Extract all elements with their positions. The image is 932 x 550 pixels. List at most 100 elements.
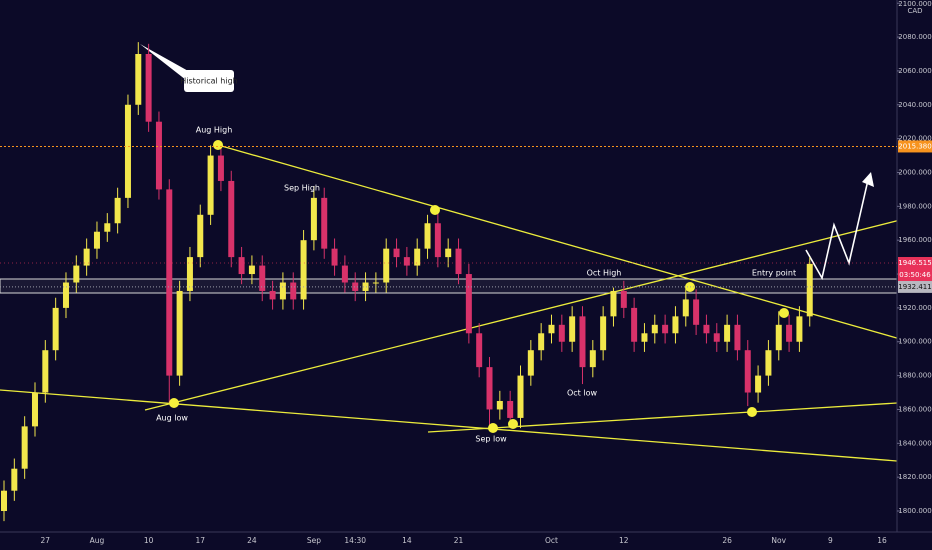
candle-body bbox=[42, 350, 49, 393]
price-tag bbox=[898, 140, 932, 153]
candles bbox=[1, 42, 813, 522]
candle-body bbox=[321, 197, 328, 249]
candle-body bbox=[186, 257, 193, 291]
candle-body bbox=[558, 324, 565, 342]
candle-body bbox=[279, 282, 286, 300]
marker bbox=[747, 407, 757, 417]
x-tick-label: 16 bbox=[877, 536, 887, 545]
candle-body bbox=[641, 333, 648, 342]
annotation: Oct High bbox=[587, 269, 622, 278]
x-tick-label: 14 bbox=[402, 536, 412, 545]
candle-body bbox=[651, 324, 658, 334]
x-tick-label: 12 bbox=[619, 536, 629, 545]
candle-body bbox=[166, 189, 173, 376]
candle-body bbox=[300, 240, 307, 300]
candle-body bbox=[538, 333, 545, 351]
y-tick-label: 1820.000 bbox=[898, 473, 931, 481]
y-tick-label: 1880.000 bbox=[898, 372, 931, 380]
marker bbox=[508, 419, 518, 429]
candle-body bbox=[52, 307, 59, 351]
x-tick-label: 27 bbox=[41, 536, 51, 545]
candle-body bbox=[362, 282, 369, 291]
candle-body bbox=[248, 265, 255, 275]
x-tick-label: 24 bbox=[247, 536, 257, 545]
candle-body bbox=[145, 53, 152, 122]
candle-body bbox=[713, 333, 720, 342]
y-tick-label: 1800.000 bbox=[898, 507, 931, 515]
candle-body bbox=[372, 282, 379, 284]
countdown-label: 03:50:46 bbox=[899, 271, 931, 279]
x-tick-label: 21 bbox=[454, 536, 464, 545]
candle-body bbox=[31, 392, 38, 427]
price-tag bbox=[898, 280, 932, 293]
zone bbox=[0, 278, 898, 294]
candle-body bbox=[424, 223, 431, 249]
candle-body bbox=[341, 265, 348, 283]
x-tick-label: Nov bbox=[771, 536, 786, 545]
marker bbox=[213, 140, 223, 150]
candle-body bbox=[104, 223, 111, 232]
candle-body bbox=[73, 265, 80, 283]
candle-body bbox=[476, 333, 483, 368]
candle-body bbox=[83, 248, 90, 266]
x-tick-label: 17 bbox=[195, 536, 205, 545]
candle-body bbox=[228, 180, 235, 258]
y-tick-label: 1980.000 bbox=[898, 202, 931, 210]
callout-pointer bbox=[140, 44, 190, 80]
candle-body bbox=[672, 316, 679, 334]
candle-body bbox=[62, 282, 69, 308]
y-tick-label: 1860.000 bbox=[898, 405, 931, 413]
annotation: Entry point bbox=[752, 269, 796, 278]
y-tick-label: 2040.000 bbox=[898, 101, 931, 109]
candle-body bbox=[662, 324, 669, 334]
y-tick-label: 1920.000 bbox=[898, 304, 931, 312]
y-tick-label: 2000.000 bbox=[898, 168, 931, 176]
candle-body bbox=[589, 350, 596, 368]
candle-body bbox=[155, 121, 162, 190]
marker bbox=[488, 423, 498, 433]
y-tick-label: 1960.000 bbox=[898, 236, 931, 244]
candle-body bbox=[610, 290, 617, 317]
candle-body bbox=[331, 248, 338, 266]
candle-body bbox=[434, 223, 441, 258]
candle-body bbox=[1, 490, 7, 512]
x-tick-label: 26 bbox=[722, 536, 732, 545]
trendline bbox=[144, 211, 932, 411]
candle-body bbox=[238, 257, 245, 275]
candle-body bbox=[11, 468, 18, 491]
y-tick-label: 2060.000 bbox=[898, 67, 931, 75]
candle-body bbox=[786, 324, 793, 342]
x-tick-label: 14:30 bbox=[344, 536, 366, 545]
candle-body bbox=[290, 282, 297, 300]
candle-body bbox=[259, 265, 266, 291]
annotation: Historical high bbox=[180, 77, 237, 86]
candle-body bbox=[775, 324, 782, 351]
candle-body bbox=[806, 263, 813, 317]
drawings bbox=[0, 44, 932, 462]
candle-body bbox=[414, 248, 421, 266]
candle-body bbox=[744, 350, 751, 393]
candle-body bbox=[796, 316, 803, 342]
x-axis-panel bbox=[0, 532, 932, 550]
price-tag-label: 2015.380 bbox=[898, 142, 931, 150]
candle-body bbox=[755, 375, 762, 393]
candle-body bbox=[269, 290, 276, 300]
y-tick-label: 1840.000 bbox=[898, 439, 931, 447]
candle-body bbox=[486, 367, 493, 410]
annotation: Aug low bbox=[156, 414, 188, 423]
markers bbox=[169, 140, 789, 433]
candle-body bbox=[135, 53, 142, 105]
candle-body bbox=[455, 248, 462, 275]
price-tag bbox=[898, 257, 932, 282]
trendline bbox=[427, 402, 898, 433]
y-tick-label: 2080.000 bbox=[898, 33, 931, 41]
marker bbox=[779, 308, 789, 318]
annotation: Sep High bbox=[284, 184, 320, 193]
candle-body bbox=[579, 316, 586, 368]
candle-body bbox=[724, 324, 731, 342]
candle-body bbox=[631, 307, 638, 342]
candle-body bbox=[114, 197, 121, 224]
candle-body bbox=[496, 400, 503, 410]
annotation: Aug High bbox=[196, 126, 233, 135]
candle-body bbox=[703, 324, 710, 334]
